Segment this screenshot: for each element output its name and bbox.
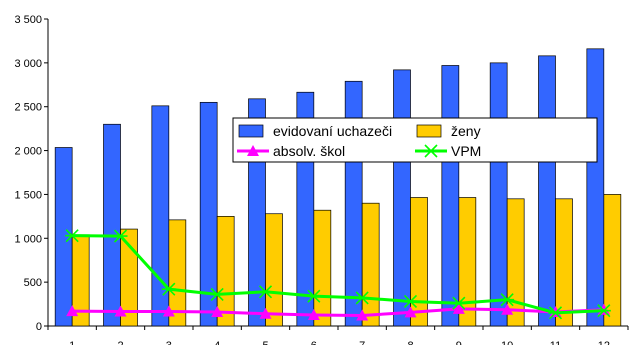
x-tick-label: 5 [262,340,268,345]
point-absolv-skol [404,306,417,318]
point-vpm [306,289,321,303]
bar-zeny [458,197,477,327]
bar-zeny [168,219,187,327]
bar-evidovani-uchazeci [54,147,73,327]
point-vpm [65,229,80,243]
point-vpm [161,282,176,296]
bar-zeny [265,213,283,327]
x-tick-label: 10 [501,340,513,345]
bar-zeny [506,198,525,327]
point-absolv-skol [162,305,175,317]
legend: evidovaní uchazeči ženy absolv. škol VPM [232,117,598,163]
x-tick-label: 9 [456,340,462,345]
point-absolv-skol [211,305,224,317]
legend-label-absolv-skol: absolv. škol [273,143,345,159]
bar-evidovani-uchazeci [538,55,556,327]
legend-label-zeny: ženy [451,123,481,139]
y-tick-label: 0 [36,321,42,333]
point-absolv-skol [307,309,320,321]
point-vpm [210,287,225,301]
x-tick-label: 2 [117,340,123,345]
bar-evidovani-uchazeci [199,101,218,327]
bar-zeny [361,202,380,327]
legend-label-evidovani-uchazeci: evidovaní uchazeči [273,123,392,139]
point-vpm [596,304,611,318]
y-tick-label: 2 500 [14,102,42,114]
bar-evidovani-uchazeci [103,123,121,327]
point-absolv-skol [66,305,79,317]
legend-marker-vpm [424,144,438,158]
legend-swatch-evidovani-uchazeci [238,124,264,138]
x-tick-label: 3 [166,340,172,345]
y-tick-label: 1 000 [14,233,42,245]
line-absolv-skol [72,307,604,317]
legend-swatch-zeny [416,124,442,138]
bar-zeny [216,216,235,327]
point-vpm [403,294,418,309]
point-absolv-skol [114,305,127,317]
point-absolv-skol [501,303,514,315]
bar-evidovani-uchazeci [586,48,605,327]
line-vpm [72,234,604,315]
bar-zeny [120,228,138,327]
bar-evidovani-uchazeci [393,69,411,327]
y-tick-label: 3 000 [14,58,42,70]
bar-zeny [410,197,428,327]
point-vpm [355,291,370,305]
x-tick-label: 1 [69,340,75,345]
x-tick-label: 12 [598,340,610,345]
y-tick-label: 1 500 [14,189,42,201]
point-vpm [113,229,128,243]
point-vpm [451,296,466,310]
x-tick-label: 4 [214,340,220,345]
x-tick-label: 7 [359,340,365,345]
bar-zeny [313,209,332,327]
bar-evidovani-uchazeci [441,65,460,327]
bar-zeny [555,198,573,327]
point-vpm [258,285,273,299]
point-vpm [500,293,515,307]
legend-box [232,117,598,163]
legend-label-vpm: VPM [451,143,481,159]
x-tick-label: 6 [311,340,317,345]
bar-zeny [603,194,622,327]
point-absolv-skol [259,307,272,319]
point-absolv-skol [356,309,369,321]
y-tick-label: 3 500 [14,14,42,26]
bar-evidovani-uchazeci [151,105,170,327]
y-tick-label: 2 000 [14,146,42,158]
x-tick-label: 11 [550,340,561,345]
x-tick-label: 8 [407,340,413,345]
point-absolv-skol [452,302,465,314]
point-vpm [548,306,563,320]
bar-evidovani-uchazeci [489,62,508,327]
y-tick-label: 500 [24,277,42,289]
legend-marker-absolv-skol [247,145,259,156]
